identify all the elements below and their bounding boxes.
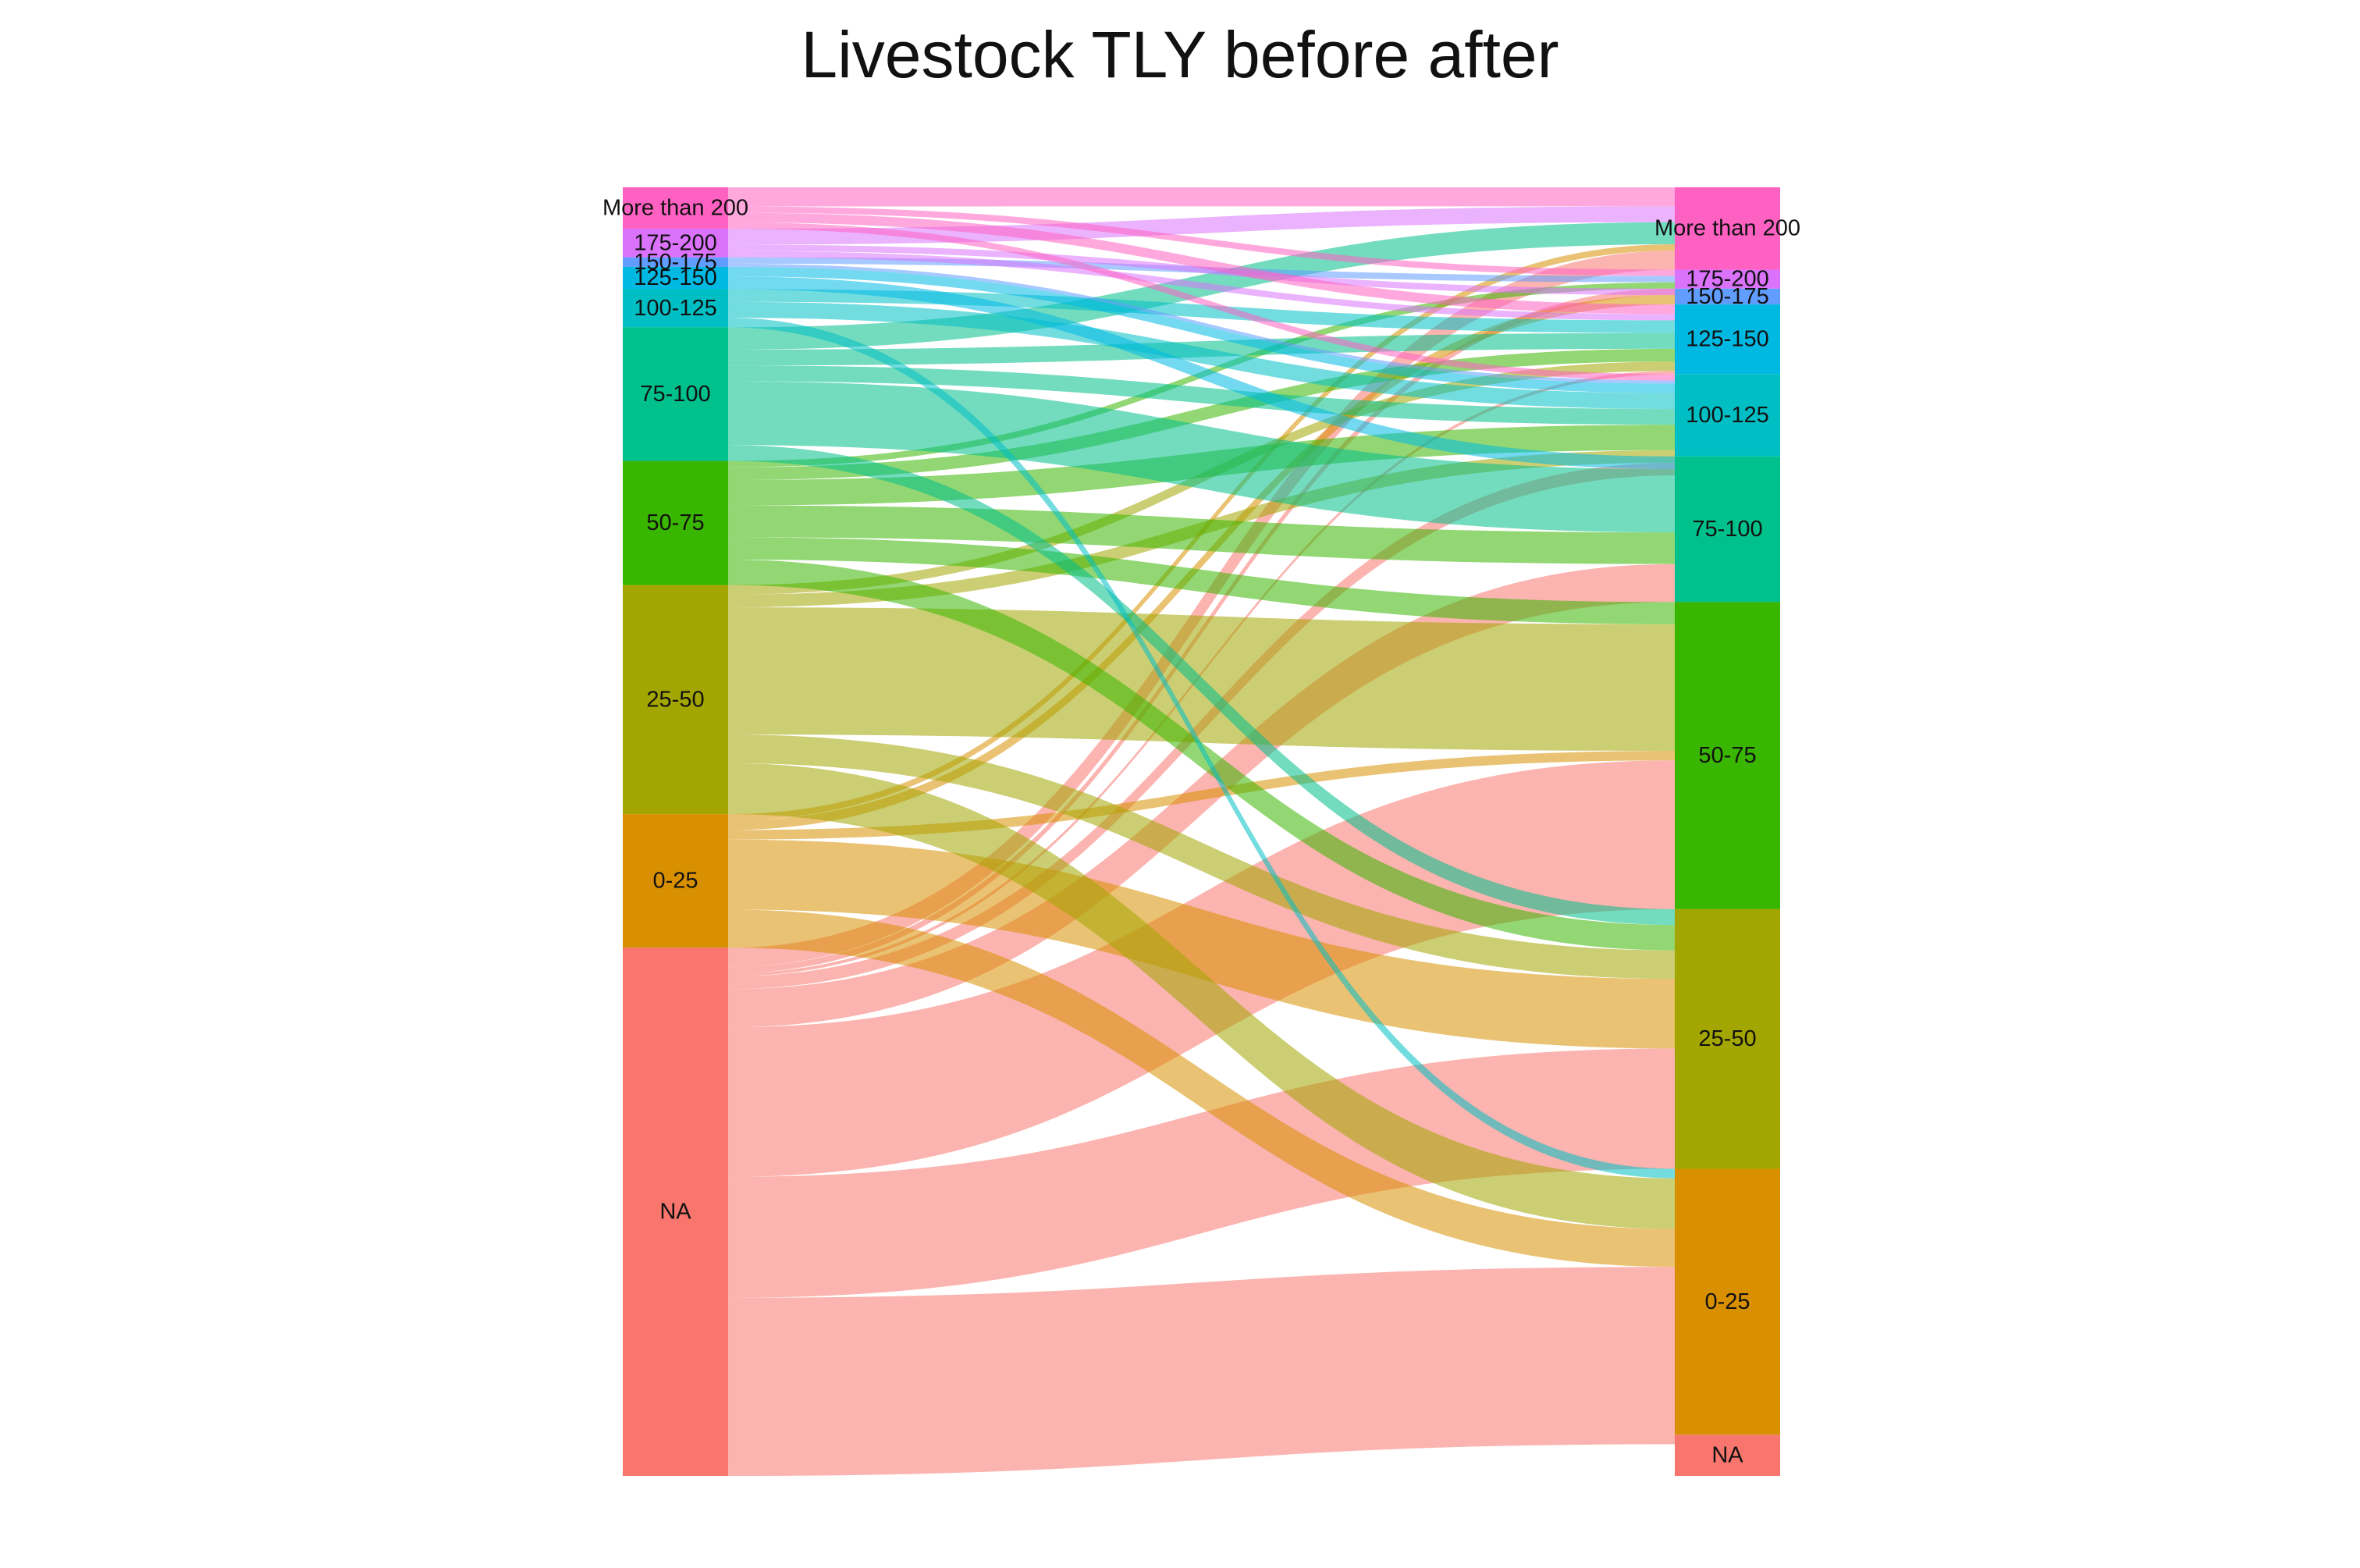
node-label-before-75-100: 75-100: [640, 382, 710, 407]
ribbons-layer: [728, 187, 1675, 1476]
flow-more-than-200-to-100-125: [728, 222, 1675, 381]
node-label-after-0-25: 0-25: [1704, 1289, 1750, 1314]
node-label-after-more-than-200: More than 200: [1654, 216, 1800, 241]
node-after-more-than-200: [1675, 187, 1780, 270]
node-before-0-25: [623, 814, 728, 948]
flow-na-to-0-25: [728, 1267, 1675, 1467]
flow-75-100-to-75-100: [728, 381, 1675, 533]
node-label-after-100-125: 100-125: [1686, 403, 1768, 428]
node-label-before-na: NA: [659, 1200, 691, 1225]
flow-25-50-to-25-50: [728, 734, 1675, 980]
node-label-after-na: NA: [1711, 1443, 1743, 1468]
flow-175-200-to-more-than-200: [728, 206, 1675, 245]
node-label-before-more-than-200: More than 200: [602, 195, 748, 220]
node-before-25-50: [623, 585, 728, 815]
flow-more-than-200-to-125-150: [728, 212, 1675, 315]
flow-175-200-to-125-150: [728, 251, 1675, 321]
flow-75-100-to-100-125: [728, 365, 1675, 425]
flow-50-75-to-125-150: [728, 348, 1675, 481]
flow-more-than-200-to-more-than-200: [728, 187, 1675, 207]
node-label-before-150-175: 150-175: [634, 250, 716, 275]
flow-na-to-na: [728, 1435, 1675, 1476]
labels-layer: More than 200175-200150-175125-150100-12…: [602, 195, 1800, 1467]
node-label-after-125-150: 125-150: [1686, 327, 1768, 352]
flow-75-100-to-25-50: [728, 445, 1675, 926]
node-after-na: [1675, 1435, 1780, 1476]
flow-50-75-to-25-50: [728, 559, 1675, 951]
node-after-0-25: [1675, 1168, 1780, 1435]
node-label-after-25-50: 25-50: [1698, 1026, 1756, 1051]
node-before-75-100: [623, 327, 728, 461]
node-label-after-75-100: 75-100: [1692, 517, 1762, 542]
node-label-before-50-75: 50-75: [646, 510, 704, 535]
flow-0-25-to-150-175: [728, 294, 1675, 830]
flow-na-to-25-50: [728, 1048, 1675, 1298]
node-label-after-50-75: 50-75: [1698, 743, 1756, 768]
node-before-50-75: [623, 460, 728, 585]
node-before-na: [623, 948, 728, 1476]
flow-50-75-to-50-75: [728, 537, 1675, 624]
node-after-25-50: [1675, 908, 1780, 1169]
node-after-50-75: [1675, 602, 1780, 909]
flow-na-to-more-than-200: [728, 251, 1675, 967]
node-before-125-150: [623, 266, 728, 290]
flow-125-150-to-75-100: [728, 276, 1675, 470]
flow-more-than-200-to-175-200: [728, 206, 1675, 276]
flow-25-50-to-0-25: [728, 763, 1675, 1229]
flow-175-200-to-150-175: [728, 244, 1675, 295]
flow-0-25-to-0-25: [728, 909, 1675, 1268]
node-label-before-125-150: 125-150: [634, 265, 716, 290]
node-before-100-125: [623, 289, 728, 328]
node-label-before-0-25: 0-25: [652, 869, 698, 894]
flow-100-125-to-0-25: [728, 318, 1675, 1179]
chart-title: Livestock TLY before after: [801, 18, 1559, 91]
node-after-75-100: [1675, 456, 1780, 603]
node-label-before-175-200: 175-200: [634, 230, 716, 255]
flow-0-25-to-50-75: [728, 751, 1675, 840]
flow-100-125-to-100-125: [728, 301, 1675, 409]
node-label-before-100-125: 100-125: [634, 296, 716, 321]
flow-125-150-to-100-125: [728, 266, 1675, 393]
node-label-after-175-200: 175-200: [1686, 267, 1768, 292]
flow-0-25-to-25-50: [728, 839, 1675, 1049]
node-before-150-175: [623, 257, 728, 267]
node-before-175-200: [623, 228, 728, 258]
node-label-before-25-50: 25-50: [646, 687, 704, 712]
node-label-after-150-175: 150-175: [1686, 284, 1768, 309]
node-after-150-175: [1675, 288, 1780, 305]
nodes-layer: [623, 187, 1780, 1476]
node-after-125-150: [1675, 304, 1780, 375]
flow-150-175-to-100-125: [728, 263, 1675, 384]
flow-50-75-to-75-100: [728, 505, 1675, 564]
node-after-175-200: [1675, 269, 1780, 289]
node-after-100-125: [1675, 374, 1780, 457]
node-before-more-than-200: [623, 187, 728, 229]
